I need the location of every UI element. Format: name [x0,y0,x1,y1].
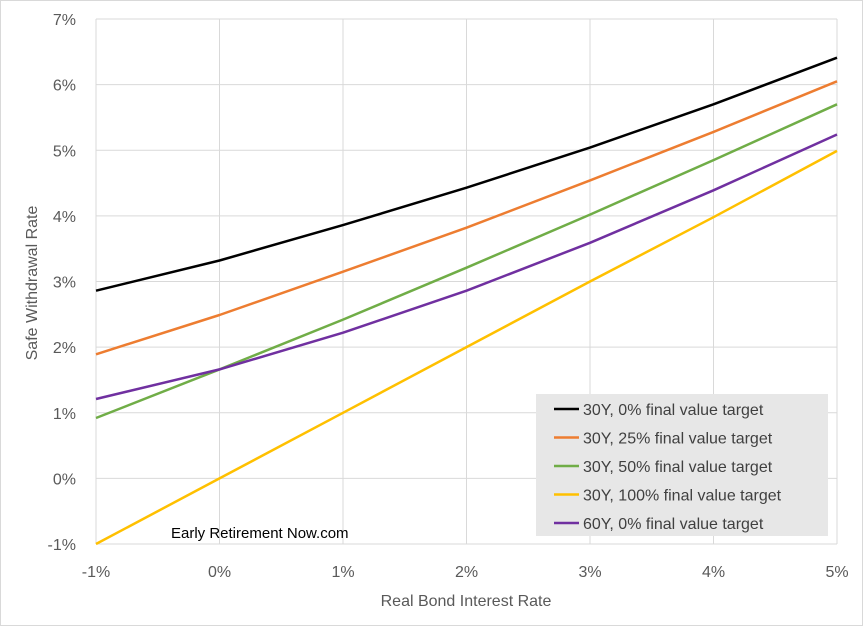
series-line [95,80,838,356]
y-axis-label: Safe Withdrawal Rate [24,206,41,361]
legend-label: 30Y, 0% final value target [583,402,764,419]
x-tick-label: 2% [455,564,478,581]
x-tick-label: 3% [578,564,601,581]
legend-label: 60Y, 0% final value target [583,516,764,533]
legend-label: 30Y, 50% final value target [583,459,773,476]
y-tick-label: 0% [53,471,76,488]
watermark-annotation: Early Retirement Now.com [171,525,349,542]
series-line [95,56,838,292]
legend: 30Y, 0% final value target 30Y, 25% final… [536,394,828,536]
x-tick-label: 1% [331,564,354,581]
y-tick-labels: -1% 0% 1% 2% 3% 4% 5% 6% 7% [48,12,76,554]
y-tick-label: 3% [53,275,76,292]
x-tick-label: -1% [82,564,110,581]
x-axis-label: Real Bond Interest Rate [381,593,552,610]
legend-label: 30Y, 100% final value target [583,488,782,505]
y-tick-label: 6% [53,78,76,95]
y-tick-label: 4% [53,209,76,226]
x-tick-labels: -1% 0% 1% 2% 3% 4% 5% [82,564,849,581]
series-line [95,149,838,546]
x-tick-label: 0% [208,564,231,581]
y-tick-label: -1% [48,537,76,554]
y-tick-label: 1% [53,406,76,423]
series-line [95,133,838,401]
legend-box [536,394,828,536]
x-tick-label: 4% [702,564,725,581]
x-tick-label: 5% [825,564,848,581]
legend-label: 30Y, 25% final value target [583,431,773,448]
series-lines [95,56,838,546]
y-tick-label: 7% [53,12,76,29]
y-tick-label: 2% [53,340,76,357]
y-tick-label: 5% [53,143,76,160]
